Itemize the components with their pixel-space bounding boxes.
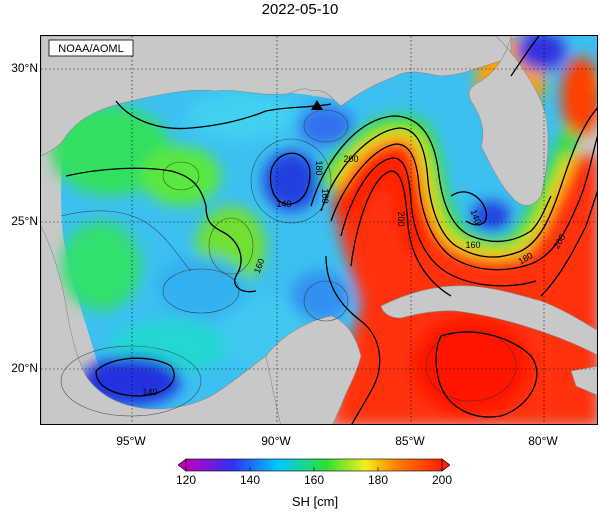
lon-label-90w: 90°W (261, 434, 291, 448)
contour-200-south (435, 331, 538, 418)
yucatan-peninsula (265, 315, 362, 424)
contour-200-core (350, 170, 452, 297)
minor-contour (303, 109, 349, 143)
contour-180-loop-b (330, 135, 597, 271)
contour-200-east (540, 190, 597, 297)
contour-label-160-west: 160 (252, 257, 267, 275)
contour-label-160-loop: 160 (320, 188, 330, 203)
map-title: 2022-05-10 (261, 1, 339, 18)
graticule (41, 36, 597, 424)
colorbar-tick-140: 140 (239, 473, 261, 487)
cuba (380, 285, 597, 356)
hispaniola-edge (570, 366, 597, 396)
lon-label-85w: 85°W (395, 434, 425, 448)
contour-label-180-loop: 180 (314, 160, 324, 175)
minor-contour (303, 280, 349, 322)
contour-180-loop-a (320, 107, 597, 258)
contour-lines (65, 36, 597, 424)
contour-160-north (115, 100, 332, 130)
lat-label-25n: 25°N (11, 214, 38, 228)
contour-label-200-loop: 200 (343, 154, 358, 164)
contour-140-mid (269, 152, 311, 205)
lon-label-80w: 80°W (528, 434, 558, 448)
credit-label: NOAA/AOML (58, 43, 123, 55)
colorbar (178, 458, 450, 472)
contour-140-sw (95, 357, 175, 397)
station-triangle-marker (311, 100, 323, 110)
colorbar-units: SH [cm] (291, 494, 339, 509)
minor-contour (60, 210, 192, 272)
minor-contour (250, 138, 332, 224)
colorbar-right-arrow (441, 458, 450, 472)
contour-140-fl (450, 191, 488, 226)
minor-contours (60, 109, 517, 417)
contour-160-east (510, 36, 540, 77)
minor-contour (162, 161, 200, 191)
minor-contour (162, 268, 240, 314)
credit-box (48, 39, 134, 57)
ocean-field (41, 36, 597, 424)
colorbar-tick-180: 180 (367, 473, 389, 487)
lat-label-20n: 20°N (11, 361, 38, 375)
contour-label-140-mid: 140 (276, 199, 291, 209)
contour-label-140-fl: 140 (469, 208, 484, 226)
lon-label-95w: 95°W (116, 434, 146, 448)
colorbar-left-arrow (178, 458, 187, 472)
contour-label-200-core: 200 (396, 211, 406, 226)
colorbar-tick-120: 120 (175, 473, 197, 487)
north-gulf-coast (41, 36, 512, 157)
land-masses (41, 36, 597, 424)
minor-contour (208, 217, 254, 275)
lat-label-30n: 30°N (11, 61, 38, 75)
minor-contour (60, 345, 202, 417)
contour-160-loop (310, 115, 552, 243)
florida-peninsula (468, 36, 549, 206)
contour-label-160-east: 160 (465, 240, 480, 250)
sea-height-map: 140 160 180 160 200 200 200 180 160 140 … (40, 35, 598, 425)
colorbar-tick-160: 160 (303, 473, 325, 487)
contour-label-140-sw: 140 (142, 387, 157, 397)
contour-180-ring (325, 255, 381, 424)
contour-160-west (65, 167, 257, 293)
minor-contour (425, 330, 517, 402)
colorbar-tick-200: 200 (431, 473, 453, 487)
